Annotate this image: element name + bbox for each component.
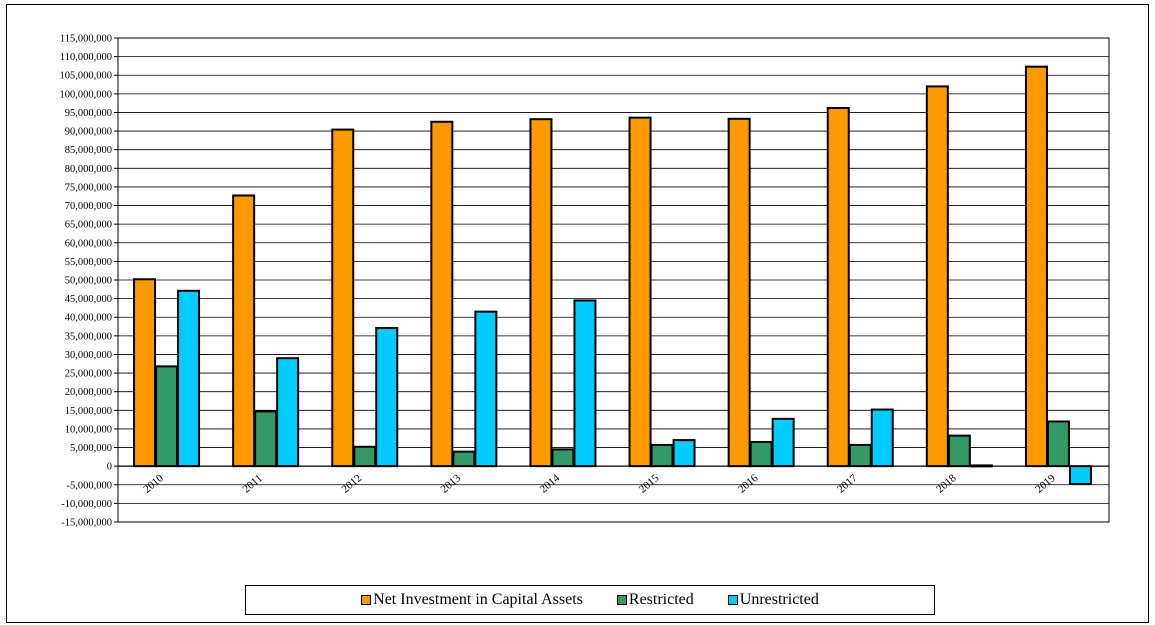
y-tick-label: 80,000,000: [65, 164, 112, 175]
axes: [114, 37, 1110, 523]
y-tick-label: 85,000,000: [65, 145, 112, 156]
legend-item-net-investment: Net Investment in Capital Assets: [361, 591, 583, 609]
bar-net-investment-in-capital-assets-2010: [133, 278, 157, 468]
bar-net-investment-in-capital-assets-2017: [826, 106, 850, 468]
bar-unrestricted-2015: [672, 439, 696, 468]
y-tick-label: 40,000,000: [65, 313, 112, 324]
bar-restricted-2018: [947, 434, 971, 468]
legend-swatch-net-investment: [361, 595, 372, 605]
bar-restricted-2014: [551, 448, 575, 468]
bar-restricted-2012: [353, 445, 377, 468]
x-category-label: 2018: [934, 472, 959, 496]
bar-restricted-2011: [254, 410, 278, 468]
x-category-label: 2016: [736, 472, 761, 496]
y-tick-label: 50,000,000: [65, 276, 112, 287]
x-category-label: 2019: [1033, 472, 1058, 496]
x-category-label: 2017: [835, 472, 860, 496]
y-tick-label: 10,000,000: [65, 424, 112, 435]
bar-restricted-2010: [155, 365, 179, 468]
bar-net-investment-in-capital-assets-2019: [1024, 65, 1048, 468]
legend-item-restricted: Restricted: [616, 591, 694, 609]
x-category-label: 2010: [141, 472, 166, 496]
legend-label-net-investment: Net Investment in Capital Assets: [373, 591, 583, 608]
bar-net-investment-in-capital-assets-2015: [628, 116, 652, 468]
legend-label-restricted: Restricted: [628, 591, 694, 608]
bar-unrestricted-2019: [1068, 465, 1092, 486]
bar-net-investment-in-capital-assets-2012: [331, 128, 355, 468]
bar-unrestricted-2010: [177, 289, 201, 468]
bar-restricted-2013: [452, 450, 476, 468]
x-category-label: 2011: [241, 472, 265, 495]
bar-unrestricted-2011: [276, 357, 300, 468]
x-category-label: 2013: [439, 472, 464, 496]
y-tick-label: -15,000,000: [61, 518, 112, 529]
bar-unrestricted-2017: [870, 408, 894, 468]
y-tick-label: 65,000,000: [65, 220, 112, 231]
bar-net-investment-in-capital-assets-2014: [529, 118, 553, 468]
legend-swatch-restricted: [616, 595, 627, 605]
y-tick-label: 0: [107, 462, 112, 473]
legend-label-unrestricted: Unrestricted: [739, 591, 819, 608]
y-axis-tick-labels: -15,000,000 -10,000,000 -5,000,000 0 5,000,0…: [60, 34, 113, 529]
x-category-label: 2012: [340, 472, 365, 495]
bar-net-investment-in-capital-assets-2013: [430, 120, 454, 468]
y-tick-label: 105,000,000: [60, 71, 113, 82]
bars: [133, 65, 1092, 486]
y-tick-label: 115,000,000: [60, 34, 112, 45]
legend-swatch-unrestricted: [727, 595, 738, 605]
bar-unrestricted-2012: [375, 327, 399, 468]
bar-net-investment-in-capital-assets-2018: [925, 85, 949, 468]
bar-net-investment-in-capital-assets-2011: [232, 194, 256, 468]
y-tick-label: 25,000,000: [65, 369, 112, 380]
y-tick-label: 90,000,000: [65, 127, 112, 138]
chart-frame: -15,000,000 -10,000,000 -5,000,000 0 5,000,0…: [6, 4, 1149, 623]
legend-item-unrestricted: Unrestricted: [727, 591, 819, 609]
y-tick-label: 45,000,000: [65, 294, 112, 305]
legend: Net Investment in Capital Assets Restric…: [245, 585, 935, 615]
bar-unrestricted-2014: [573, 299, 597, 468]
bar-restricted-2017: [848, 443, 872, 468]
y-tick-label: 55,000,000: [65, 257, 112, 268]
y-tick-label: -10,000,000: [61, 499, 112, 510]
x-axis-category-labels: 2010 2011 2012 2013 2014 2015 2016 2017 2018 2019: [141, 472, 1058, 496]
bar-restricted-2016: [749, 440, 773, 468]
bar-unrestricted-2013: [474, 310, 498, 468]
plot-area-border: [117, 37, 1110, 523]
bar-restricted-2015: [650, 443, 674, 468]
bar-chart: -15,000,000 -10,000,000 -5,000,000 0 5,000,0…: [60, 34, 1110, 529]
x-category-label: 2014: [538, 472, 563, 496]
y-tick-label: 100,000,000: [60, 89, 113, 100]
x-category-label: 2015: [637, 472, 662, 496]
y-tick-label: 110,000,000: [60, 52, 112, 63]
bar-net-investment-in-capital-assets-2016: [727, 117, 751, 468]
y-tick-label: 5,000,000: [70, 443, 112, 454]
y-tick-label: 20,000,000: [65, 387, 112, 398]
y-tick-label: 70,000,000: [65, 201, 112, 212]
y-tick-label: 60,000,000: [65, 238, 112, 249]
y-tick-label: 75,000,000: [65, 182, 112, 193]
bar-unrestricted-2016: [771, 417, 795, 468]
y-tick-label: 30,000,000: [65, 350, 112, 361]
y-tick-label: 15,000,000: [65, 406, 112, 417]
y-tick-label: -5,000,000: [67, 480, 113, 491]
y-tick-label: 95,000,000: [65, 108, 112, 119]
bar-restricted-2019: [1046, 420, 1070, 468]
y-tick-label: 35,000,000: [65, 331, 112, 342]
